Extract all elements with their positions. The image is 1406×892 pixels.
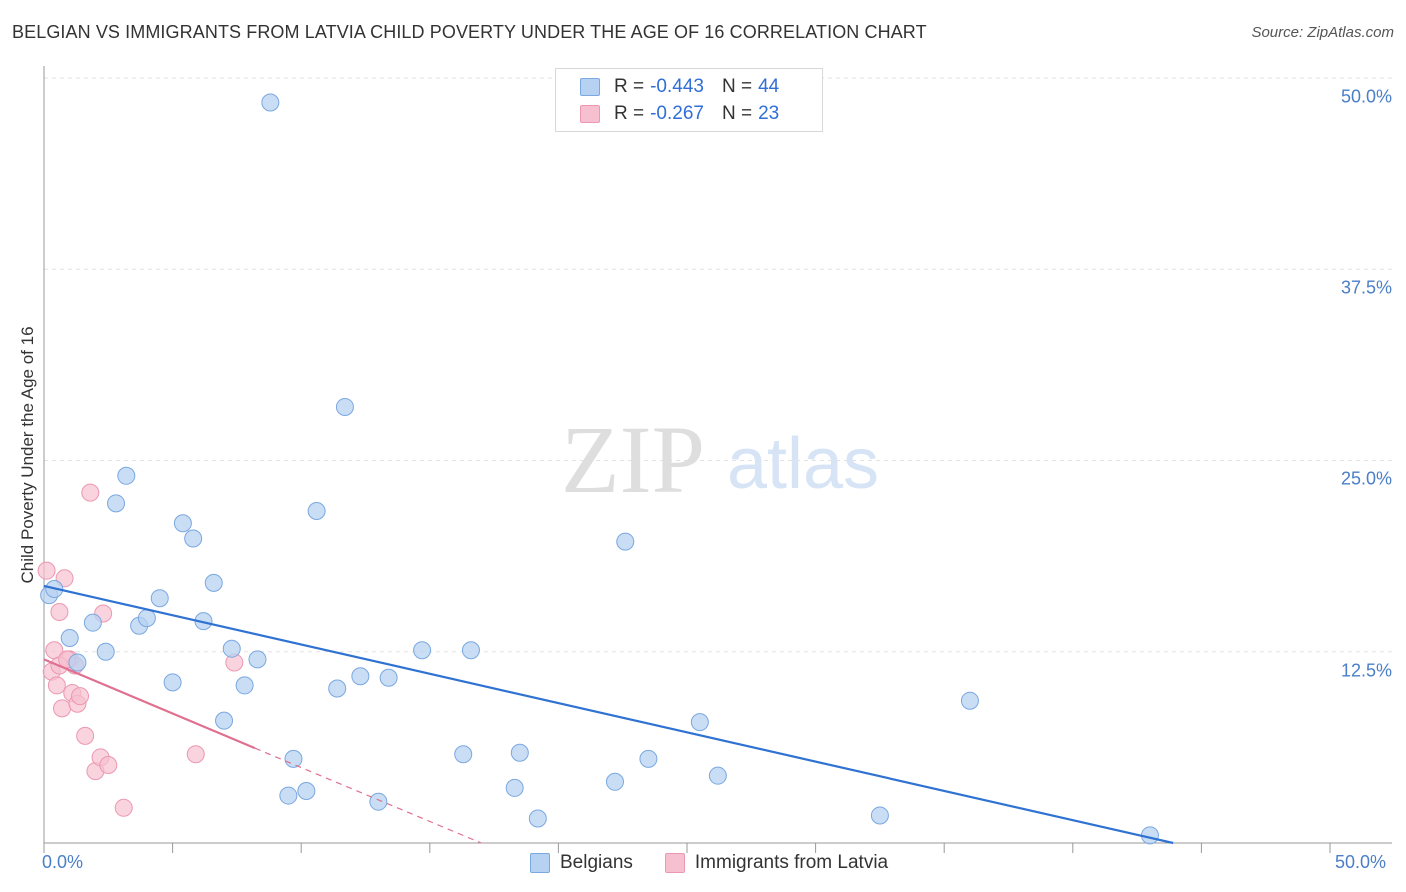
belgians-point bbox=[616, 532, 635, 551]
legend-r-value: -0.267 bbox=[650, 103, 704, 124]
belgians-point bbox=[870, 806, 889, 825]
belgians-point bbox=[107, 494, 126, 513]
legend-n-value: 23 bbox=[758, 103, 780, 124]
latvia-point bbox=[37, 561, 56, 580]
legend-row-belgians: R = -0.443 N = 44 bbox=[580, 74, 779, 100]
belgians-point bbox=[297, 781, 316, 800]
belgians-point bbox=[235, 676, 254, 695]
belgians-swatch bbox=[580, 78, 600, 96]
legend-n-label: N = bbox=[721, 76, 753, 97]
belgians-point bbox=[184, 529, 203, 548]
belgians-point bbox=[379, 668, 398, 687]
legend-n-value: 44 bbox=[758, 76, 780, 97]
belgians-point bbox=[248, 650, 267, 669]
belgians-point bbox=[117, 466, 136, 485]
legend-n-label: N = bbox=[721, 103, 753, 124]
x-axis-ticks bbox=[43, 843, 1331, 853]
latvia-point bbox=[99, 755, 118, 774]
latvia-point bbox=[76, 726, 95, 745]
y-tick-label-50: 50.0% bbox=[1340, 86, 1392, 107]
belgians-point bbox=[307, 501, 326, 520]
latvia-point bbox=[50, 602, 69, 621]
belgians-point bbox=[708, 766, 727, 785]
source-label: Source: ZipAtlas.com bbox=[1251, 24, 1394, 41]
belgians-point bbox=[510, 743, 529, 762]
latvia-trend-line bbox=[43, 658, 256, 750]
belgians-legend-label: Belgians bbox=[560, 852, 633, 873]
latvia-points bbox=[37, 483, 244, 817]
latvia-legend-swatch bbox=[664, 853, 685, 873]
belgians-point bbox=[204, 573, 223, 592]
watermark-atlas: atlas bbox=[727, 424, 879, 504]
latvia-point bbox=[53, 699, 72, 718]
belgians-point bbox=[605, 772, 624, 791]
belgians-point bbox=[222, 639, 241, 658]
legend-r-label: R = bbox=[614, 103, 645, 124]
belgians-trend-line bbox=[43, 584, 1174, 845]
latvia-point bbox=[71, 687, 90, 706]
x-tick-label-0: 0.0% bbox=[42, 852, 84, 872]
series-legend: Belgians Immigrants from Latvia bbox=[530, 852, 920, 874]
belgians-point bbox=[454, 745, 473, 764]
legend-r-value: -0.443 bbox=[650, 76, 704, 97]
x-tick-label-50: 50.0% bbox=[1335, 852, 1387, 872]
belgians-point bbox=[163, 673, 182, 692]
series-legend-belgians[interactable]: Belgians bbox=[530, 852, 633, 874]
latvia-swatch bbox=[580, 105, 600, 123]
y-tick-label-12-5: 12.5% bbox=[1340, 660, 1392, 681]
belgians-point bbox=[284, 749, 303, 768]
belgians-points bbox=[40, 93, 1159, 845]
chart-title: BELGIAN VS IMMIGRANTS FROM LATVIA CHILD … bbox=[12, 22, 927, 42]
legend-r-label: R = bbox=[614, 76, 645, 97]
latvia-trend-extension bbox=[254, 747, 482, 844]
gridlines bbox=[44, 77, 1392, 653]
latvia-point bbox=[114, 798, 133, 817]
belgians-point bbox=[335, 397, 354, 416]
belgians-point bbox=[461, 641, 480, 660]
y-tick-label-37-5: 37.5% bbox=[1340, 277, 1392, 298]
belgians-point bbox=[150, 589, 169, 608]
correlation-legend: R = -0.443 N = 44 R = -0.267 N = 23 bbox=[555, 68, 823, 132]
y-tick-label-25: 25.0% bbox=[1340, 468, 1392, 489]
belgians-point bbox=[137, 609, 156, 628]
belgians-point bbox=[351, 667, 370, 686]
belgians-point bbox=[83, 613, 102, 632]
belgians-point bbox=[639, 749, 658, 768]
belgians-point bbox=[960, 691, 979, 710]
belgians-point bbox=[279, 786, 298, 805]
belgians-point bbox=[96, 642, 115, 661]
belgians-point bbox=[60, 628, 79, 647]
belgians-point bbox=[215, 711, 234, 730]
belgians-legend-swatch bbox=[530, 853, 550, 873]
latvia-point bbox=[47, 676, 66, 695]
latvia-legend-label: Immigrants from Latvia bbox=[694, 852, 889, 873]
trend-lines bbox=[43, 584, 1174, 845]
belgians-point bbox=[261, 93, 280, 112]
belgians-point bbox=[68, 653, 87, 672]
latvia-point bbox=[186, 745, 205, 764]
legend-row-latvia: R = -0.267 N = 23 bbox=[580, 101, 779, 127]
belgians-point bbox=[528, 809, 547, 828]
belgians-point bbox=[690, 713, 709, 732]
series-legend-latvia[interactable]: Immigrants from Latvia bbox=[664, 852, 889, 874]
belgians-point bbox=[173, 514, 192, 533]
latvia-point bbox=[81, 483, 100, 502]
belgians-point bbox=[369, 792, 388, 811]
watermark-zip: ZIP bbox=[561, 406, 705, 513]
belgians-point bbox=[328, 679, 347, 698]
belgians-point bbox=[505, 778, 524, 797]
belgians-point bbox=[413, 641, 432, 660]
